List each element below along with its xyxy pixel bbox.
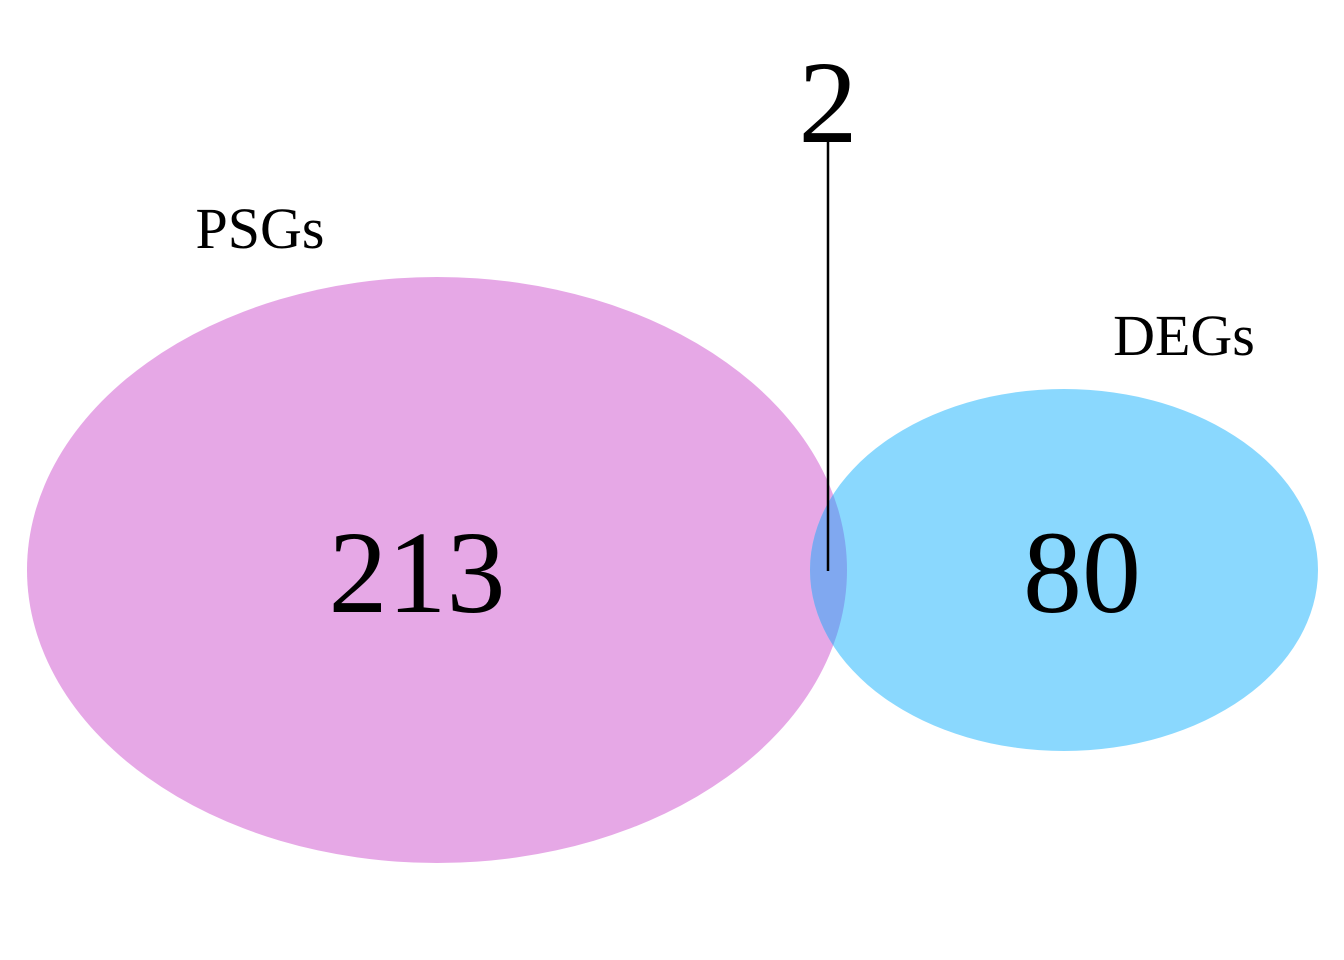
psgs-only-count: 213: [329, 507, 506, 638]
degs-only-count: 80: [1023, 507, 1141, 638]
degs-label: DEGs: [1113, 303, 1255, 368]
psgs-set-ellipse: [27, 277, 847, 863]
degs-set-ellipse: [810, 389, 1318, 751]
psgs-label: PSGs: [196, 196, 325, 261]
intersection-count: 2: [799, 37, 858, 168]
